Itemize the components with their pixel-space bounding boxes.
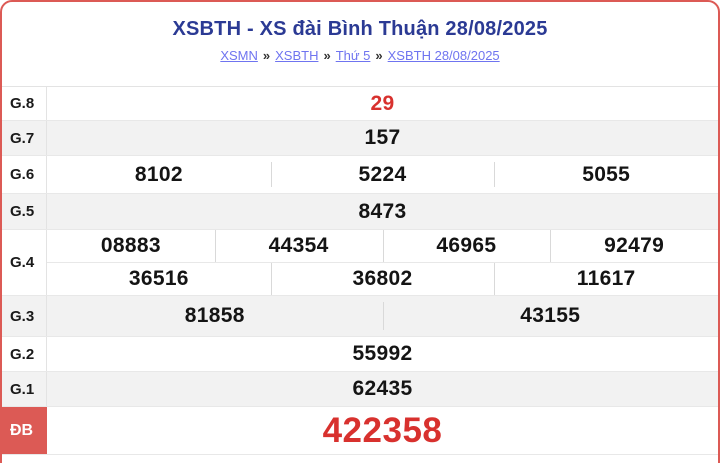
prize-label: G.1 (2, 372, 47, 406)
prize-label: G.8 (2, 87, 47, 120)
breadcrumb-link-current-draw[interactable]: XSBTH 28/08/2025 (387, 48, 500, 63)
prize-number: 11617 (494, 263, 718, 295)
special-prize-label: ĐB (2, 407, 47, 454)
prize-number: 157 (364, 126, 401, 149)
prize-number: 08883 (100, 234, 161, 257)
prize-number: 8473 (358, 199, 407, 223)
breadcrumb-separator: » (262, 48, 271, 63)
prize-row-g2: G.2 55992 (2, 337, 718, 372)
header: XSBTH - XS đài Bình Thuận 28/08/2025 XSM… (2, 2, 718, 86)
prize-number: 81858 (184, 304, 245, 327)
breadcrumb-link-weekday[interactable]: Thứ 5 (335, 48, 371, 63)
prize-number: 92479 (550, 230, 718, 262)
prize-row-g7: G.7 157 (2, 121, 718, 156)
special-prize-number: 422358 (322, 410, 443, 450)
prize-number: 5055 (494, 156, 718, 193)
prize-number: 36516 (128, 267, 189, 290)
prize-row-g5: G.5 8473 (2, 194, 718, 230)
prize-number: 62435 (352, 377, 413, 400)
prize-label: G.2 (2, 337, 47, 371)
prize-number: 36802 (270, 263, 495, 295)
page-title: XSBTH - XS đài Bình Thuận 28/08/2025 (172, 18, 548, 40)
prize-number: 8102 (134, 162, 183, 186)
breadcrumb: XSMN » XSBTH » Thứ 5 » XSBTH 28/08/2025 (2, 48, 718, 63)
prize-label: G.3 (2, 296, 47, 336)
prize-row-g6: G.6 8102 5224 5055 (2, 156, 718, 194)
breadcrumb-link-xsbth[interactable]: XSBTH (275, 48, 319, 63)
prize-row-g8: G.8 29 (2, 87, 718, 121)
prize-label: G.5 (2, 194, 47, 229)
breadcrumb-separator: » (323, 48, 331, 63)
prize-row-g3: G.3 81858 43155 (2, 296, 718, 337)
prize-number: 5224 (270, 156, 495, 193)
prize-label: G.6 (2, 156, 47, 193)
prize-number: 46965 (382, 230, 551, 262)
breadcrumb-separator: » (375, 48, 383, 63)
prize-number: 29 (370, 91, 395, 115)
prize-row-g4: G.4 08883 44354 46965 92479 36516 36802 … (2, 230, 718, 296)
results-table: G.8 29 G.7 157 G.6 8102 5224 5055 G.5 84… (2, 86, 718, 455)
breadcrumb-link-xsmn[interactable]: XSMN (220, 48, 258, 63)
prize-number: 43155 (382, 296, 719, 336)
prize-label: G.4 (2, 230, 47, 295)
prize-row-special: ĐB 422358 (2, 407, 718, 455)
prize-row-g1: G.1 62435 (2, 372, 718, 407)
prize-number: 55992 (352, 342, 413, 365)
prize-label: G.7 (2, 121, 47, 155)
prize-number: 44354 (214, 230, 383, 262)
